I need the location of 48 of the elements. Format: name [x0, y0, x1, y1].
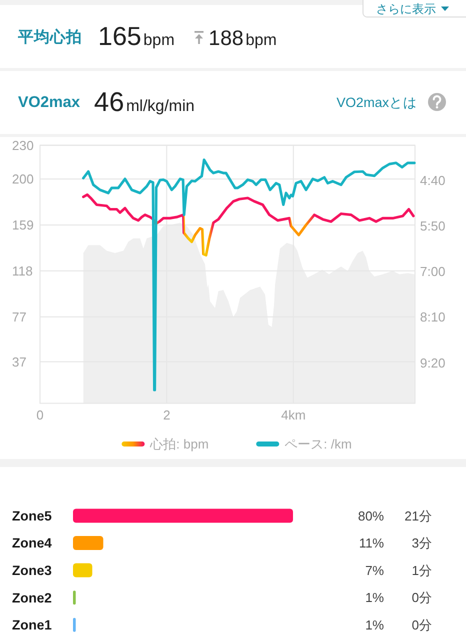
text: VO2maxとは: [336, 95, 417, 110]
y-tick-label: Zone3: [12, 563, 52, 578]
text: 165: [98, 21, 142, 51]
bar: [73, 618, 76, 632]
y-tick-label: 37: [12, 354, 26, 370]
data-label: 1%: [365, 590, 384, 606]
data-label: 7%: [365, 562, 384, 578]
y-tick-label: 200: [12, 172, 34, 186]
x-tick-label: 4km: [281, 407, 306, 422]
y-tick-label: Zone4: [12, 536, 52, 551]
text: bpm: [246, 32, 277, 49]
legend-label: ペース: /km: [284, 436, 352, 452]
text: ml/kg/min: [126, 98, 195, 115]
button-more: さらに表示: [362, 0, 466, 18]
y2-tick-label: 4:40: [420, 172, 446, 188]
text: 46: [94, 87, 124, 117]
text: 188: [208, 27, 244, 50]
y-tick-label: Zone2: [12, 590, 52, 606]
data-label: 80%: [358, 508, 384, 524]
text: 3分: [412, 536, 432, 551]
y2-tick-label: 5:50: [420, 218, 446, 234]
y-tick-label: Zone1: [12, 618, 52, 633]
y2-tick-label: 9:20: [420, 355, 446, 370]
text: VO2max: [18, 94, 80, 111]
data-label: 11%: [358, 536, 384, 551]
x-tick-label: 0: [36, 407, 44, 422]
text: 0分: [412, 617, 432, 632]
bar: [73, 536, 104, 550]
text: 平均心拍: [17, 28, 82, 46]
y-tick-label: Zone5: [12, 508, 52, 524]
y2-tick-label: 7:00: [420, 264, 446, 280]
y-tick-label: 77: [12, 309, 26, 324]
y-tick-label: 118: [12, 263, 33, 278]
text: 21分: [404, 508, 432, 524]
y2-tick-label: 8:10: [420, 310, 446, 325]
text: 1分: [412, 562, 432, 578]
x-tick-label: 2: [163, 407, 170, 422]
bar: [73, 563, 92, 578]
data-label: 1%: [365, 617, 384, 632]
line-series: [82, 193, 415, 257]
text: bpm: [143, 32, 175, 49]
y-tick-label: 159: [12, 217, 34, 232]
text: 0分: [412, 590, 432, 606]
legend-label: 心拍: bpm: [149, 436, 209, 452]
bar: [73, 508, 293, 523]
y-tick-label: 230: [12, 138, 34, 153]
bar: [73, 590, 76, 605]
line-series: [82, 158, 416, 392]
